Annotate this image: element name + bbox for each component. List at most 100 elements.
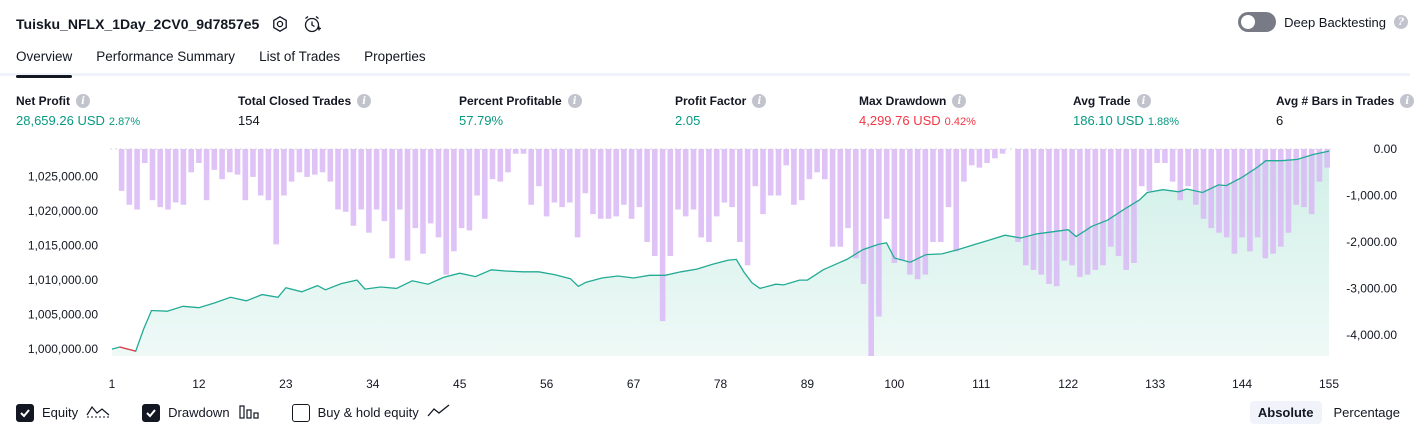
drawdown-bar — [288, 149, 295, 182]
drawdown-bar — [737, 149, 743, 242]
x-axis-tick-label: 78 — [714, 377, 728, 391]
drawdown-bar — [636, 149, 643, 208]
buy-hold-checkbox[interactable] — [291, 403, 310, 422]
drawdown-bar — [752, 149, 759, 187]
drawdown-bar — [652, 149, 658, 256]
tab-performance-summary[interactable]: Performance Summary — [96, 49, 236, 64]
tab-properties[interactable]: Properties — [364, 49, 426, 64]
drawdown-bar — [1046, 149, 1052, 284]
legend-equity-label: Equity — [42, 405, 79, 420]
deep-backtesting-toggle[interactable] — [1238, 12, 1277, 32]
drawdown-checkbox[interactable] — [142, 403, 161, 422]
x-axis-tick-label: 144 — [1232, 377, 1252, 391]
x-axis-tick-label: 133 — [1145, 377, 1165, 391]
drawdown-bar — [582, 149, 589, 194]
x-axis-tick-label: 67 — [627, 377, 641, 391]
drawdown-bar — [914, 149, 921, 280]
drawdown-bar — [868, 149, 874, 356]
drawdown-bar — [1193, 149, 1199, 205]
drawdown-bar — [350, 149, 357, 226]
drawdown-bar — [597, 149, 604, 219]
drawdown-bar — [536, 149, 542, 187]
drawdown-bar — [559, 149, 565, 208]
drawdown-bar — [1061, 149, 1068, 261]
drawdown-bar — [335, 149, 341, 210]
drawdown-bar — [250, 149, 256, 177]
metric-label: Net Profit i — [16, 94, 140, 108]
absolute-mode-button[interactable]: Absolute — [1249, 401, 1322, 424]
report-tabs: Overview Performance Summary List of Tra… — [0, 44, 1410, 78]
drawdown-bar — [814, 149, 820, 173]
drawdown-bar — [1293, 149, 1299, 205]
add-alert-clock-icon[interactable] — [301, 13, 323, 35]
metric-label-text: Percent Profitable — [459, 94, 562, 108]
left-axis-tick-label: 1,005,000.00 — [28, 308, 98, 322]
drawdown-bar — [304, 149, 310, 177]
legend-buy-hold[interactable]: Buy & hold equity — [291, 403, 451, 422]
drawdown-bar — [412, 149, 419, 229]
drawdown-bar — [474, 149, 480, 196]
info-icon[interactable]: i — [357, 94, 372, 108]
drawdown-bar — [373, 149, 380, 210]
drawdown-bar — [342, 149, 349, 212]
drawdown-bar — [621, 149, 627, 205]
metric-value: 6 — [1276, 113, 1414, 128]
drawdown-bar — [1308, 149, 1315, 215]
x-axis-tick-label: 34 — [366, 377, 380, 391]
drawdown-bar — [543, 149, 550, 217]
drawdown-bar — [327, 149, 334, 182]
metric-value: 186.10 USD 1.88% — [1073, 113, 1179, 128]
drawdown-bar — [551, 149, 558, 203]
x-axis-tick-label: 1 — [109, 377, 116, 391]
drawdown-bar — [744, 149, 751, 266]
info-icon[interactable]: i — [76, 94, 90, 108]
drawdown-bar — [397, 149, 403, 210]
metric-label: Max Drawdown i — [859, 94, 976, 108]
drawdown-bar — [1316, 149, 1323, 182]
info-icon[interactable]: i — [752, 94, 767, 108]
x-axis-tick-label: 155 — [1319, 377, 1339, 391]
equity-drawdown-chart[interactable]: 1,000,000.00 1,005,000.00 1,010,000.00 1,01… — [0, 140, 1424, 398]
drawdown-bar — [242, 149, 249, 201]
metric-value-text: 2.05 — [675, 113, 701, 128]
metric-label-text: Avg Trade — [1073, 94, 1131, 108]
x-axis-tick-label: 12 — [192, 377, 206, 391]
drawdown-bar — [667, 149, 674, 256]
drawdown-bar — [196, 149, 202, 163]
drawdown-bar — [366, 149, 372, 233]
x-axis-tick-label: 56 — [540, 377, 554, 391]
info-icon[interactable]: i — [1136, 94, 1151, 108]
legend-equity[interactable]: Equity — [16, 403, 110, 422]
tab-overview[interactable]: Overview — [16, 44, 73, 78]
drawdown-bar — [883, 149, 890, 219]
drawdown-bar — [659, 149, 666, 322]
legend-drawdown[interactable]: Drawdown — [142, 403, 259, 422]
metric-label-text: Total Closed Trades — [238, 94, 352, 108]
drawdown-bar — [760, 149, 766, 215]
metric-label: Percent Profitable i — [459, 94, 582, 108]
right-axis-tick-label: 0.00 — [1374, 142, 1398, 156]
info-icon[interactable]: i — [567, 94, 582, 108]
metric-label: Avg Trade i — [1073, 94, 1179, 108]
metric-value: 28,659.26 USD 2.87% — [16, 113, 140, 128]
drawdown-bar — [1262, 149, 1269, 259]
drawdown-bar — [961, 149, 967, 182]
percentage-mode-button[interactable]: Percentage — [1333, 405, 1401, 420]
drawdown-bar — [528, 149, 534, 205]
drawdown-bar — [876, 149, 882, 317]
equity-line — [111, 150, 1330, 352]
equity-checkbox[interactable] — [16, 403, 34, 422]
right-axis-tick-label: -3,000.00 — [1346, 282, 1397, 296]
drawdown-bar — [1324, 149, 1330, 168]
drawdown-bar — [165, 149, 171, 210]
drawdown-bar — [1278, 149, 1284, 247]
tab-list-of-trades[interactable]: List of Trades — [259, 49, 341, 64]
info-icon[interactable]: i — [952, 94, 967, 108]
drawdown-bar — [296, 149, 303, 173]
metric-avg-trade: Avg Trade i 186.10 USD 1.88% — [1073, 94, 1179, 128]
settings-gear-icon[interactable] — [269, 13, 291, 35]
drawdown-bar — [1185, 149, 1191, 187]
info-icon[interactable]: ? — [1394, 15, 1408, 29]
info-icon[interactable]: i — [1400, 94, 1415, 108]
drawdown-bar — [134, 149, 140, 210]
